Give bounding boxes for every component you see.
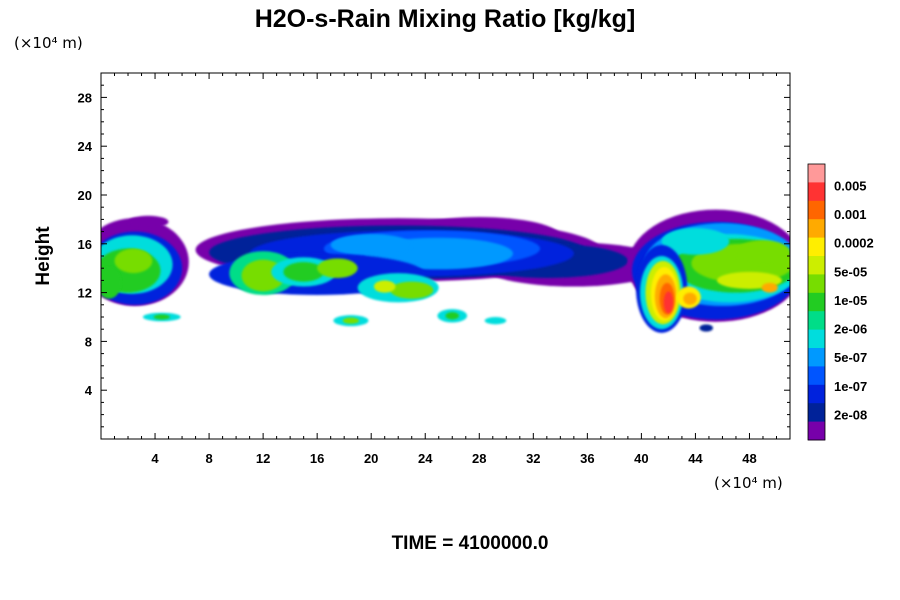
colorbar-swatch [808,256,825,275]
low-fragment [153,314,170,320]
x-unit-label: (×10⁴ m) [714,474,783,492]
colorbar-swatch [808,274,825,294]
colorbar-swatch [808,348,825,367]
colorbar-label: 5e-07 [834,350,867,365]
colorbar-label: 0.001 [834,207,867,222]
colorbar-swatch [808,311,825,330]
colorbar-swatch [808,403,825,422]
x-tick-label: 12 [256,451,270,466]
x-tick-label: 28 [472,451,486,466]
y-tick-label: 16 [78,237,92,252]
y-tick-label: 4 [85,383,93,398]
low-fragment [445,312,460,320]
x-tick-label: 36 [580,451,594,466]
rain-field [101,209,790,333]
left-cloud [114,248,153,274]
colorbar-label: 2e-06 [834,322,867,337]
colorbar-swatch [808,384,825,404]
colorbar: 0.005 0.001 0.0002 5e-05 1e-05 2e-06 5e-07 1e-0… [807,163,874,441]
mid-band [317,258,358,278]
mid-band [390,281,434,299]
anvil-core [330,234,412,256]
y-axis-label: Height [33,226,54,286]
colorbar-swatch [808,366,825,386]
low-fragment [342,317,360,324]
x-tick-label: 24 [418,451,433,466]
mid-band [373,280,396,293]
low-fragment [699,324,713,332]
x-tick-label: 40 [634,451,648,466]
y-tick-label: 28 [78,90,92,105]
time-label: TIME = 4100000.0 [392,533,549,554]
x-tick-label: 20 [364,451,378,466]
right-core [663,291,674,314]
colorbar-label: 0.0002 [834,236,874,251]
colorbar-swatch [808,421,825,441]
right-cloud [661,227,730,255]
colorbar-label: 5e-05 [834,264,867,279]
mid-band [283,262,324,282]
colorbar-swatch [808,219,825,238]
y-unit-label: (×10⁴ m) [14,34,83,52]
y-tick-label: 20 [78,188,92,203]
x-tick-label: 16 [310,451,324,466]
colorbar-frame [807,163,826,441]
x-tick-label: 32 [526,451,540,466]
right-cloud [735,240,790,265]
left-cloud [128,215,169,228]
y-tick-label: 24 [78,139,93,154]
plot-area [101,209,790,333]
left-cloud [101,266,122,299]
x-tick-label: 8 [205,451,212,466]
y-tick-label: 12 [78,286,92,301]
right-core [761,282,778,293]
colorbar-swatch [808,200,825,220]
x-tick-label: 4 [151,451,159,466]
colorbar-swatch [808,292,825,312]
colorbar-label: 1e-07 [834,379,867,394]
x-tick-label: 48 [742,451,756,466]
colorbar-swatch [808,164,825,183]
x-tick-label: 44 [688,451,703,466]
colorbar-label: 0.005 [834,178,867,193]
low-fragment [484,317,507,325]
colorbar-label: 2e-08 [834,407,867,422]
colorbar-swatch [808,329,825,349]
chart-title: H2O-s-Rain Mixing Ratio [kg/kg] [255,5,636,33]
colorbar-label: 1e-05 [834,293,867,308]
colorbar-swatch [808,182,825,202]
colorbar-swatch [808,237,825,257]
right-core [683,292,697,305]
y-tick-label: 8 [85,334,92,349]
